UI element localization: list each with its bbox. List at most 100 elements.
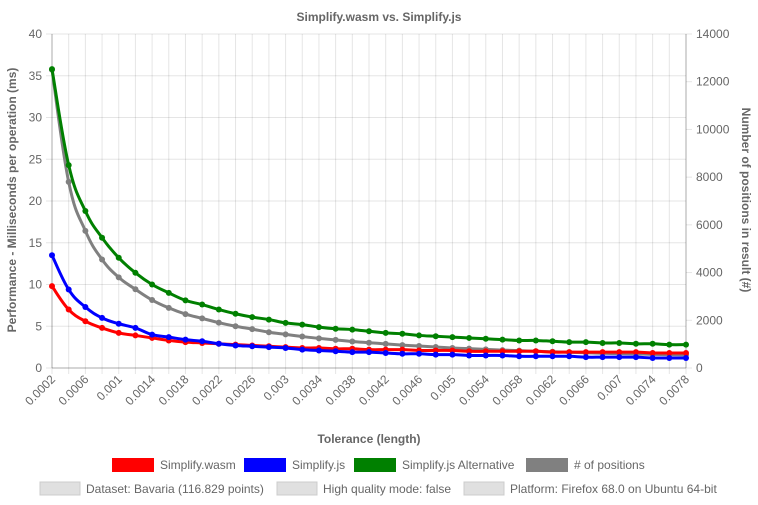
x-tick-label: 0.0038 <box>323 372 359 408</box>
y-axis-left-label: Performance - Milliseconds per operation… <box>5 68 19 333</box>
data-point <box>366 349 372 356</box>
data-point <box>332 325 339 332</box>
x-tick-label: 0.0014 <box>122 372 158 408</box>
data-point <box>532 353 539 360</box>
data-point <box>566 353 573 360</box>
data-point <box>516 348 523 355</box>
right-axis-ticks: 0 2000 4000 6000 8000 10000 12000 14000 <box>696 27 730 375</box>
data-point <box>199 315 206 322</box>
data-point <box>115 329 122 336</box>
info-swatch <box>276 481 318 496</box>
data-point <box>282 331 289 338</box>
data-point <box>265 316 272 323</box>
data-point <box>132 324 139 331</box>
data-point <box>632 349 639 356</box>
y-right-tick-label: 8000 <box>696 170 723 184</box>
y-right-tick-label: 6000 <box>696 218 723 232</box>
y-right-tick-label: 10000 <box>696 122 730 136</box>
data-point <box>149 331 156 338</box>
data-point <box>399 346 406 353</box>
data-point <box>349 326 356 333</box>
legend-item: Simplify.js <box>244 458 345 472</box>
data-point <box>683 341 689 348</box>
data-point <box>332 336 339 343</box>
data-point <box>82 304 89 311</box>
data-point <box>516 337 523 344</box>
data-point <box>649 340 656 347</box>
info-item: High quality mode: false <box>276 481 451 496</box>
data-point <box>182 311 189 318</box>
info-boxes: Dataset: Bavaria (116.829 points) High qu… <box>39 481 717 496</box>
data-point <box>82 318 89 325</box>
data-point <box>582 349 589 356</box>
x-tick-label: 0.0074 <box>623 372 659 408</box>
data-point <box>282 319 289 326</box>
data-point <box>115 320 122 327</box>
y-left-tick-label: 20 <box>29 194 43 208</box>
data-point <box>249 343 256 350</box>
y-right-tick-label: 0 <box>696 361 703 375</box>
y-right-tick-label: 12000 <box>696 75 730 89</box>
data-point <box>299 346 306 353</box>
legend-swatch <box>244 458 286 472</box>
info-label: High quality mode: false <box>323 482 451 496</box>
data-point <box>666 341 673 348</box>
y-right-tick-label: 2000 <box>696 313 723 327</box>
data-point <box>666 349 673 356</box>
data-point <box>349 338 356 345</box>
data-point <box>165 304 172 311</box>
data-point <box>616 354 623 361</box>
series-layer <box>49 66 689 361</box>
data-point <box>232 323 239 330</box>
data-point <box>282 344 289 351</box>
legend-label: # of positions <box>574 458 645 472</box>
data-point <box>549 338 556 345</box>
left-axis-ticks: 0 5 10 15 20 25 30 35 40 <box>29 27 43 375</box>
data-point <box>65 286 72 293</box>
data-point <box>532 348 539 355</box>
data-point <box>582 339 589 346</box>
data-point <box>82 208 89 215</box>
data-point <box>683 349 689 356</box>
data-point <box>499 348 506 355</box>
data-point <box>432 347 439 354</box>
legend-swatch <box>112 458 154 472</box>
y-left-tick-label: 40 <box>29 27 43 41</box>
data-point <box>349 349 356 356</box>
y-left-tick-label: 15 <box>29 236 43 250</box>
data-point <box>315 335 322 342</box>
data-point <box>165 289 172 296</box>
data-point <box>599 349 606 356</box>
data-point <box>149 297 156 304</box>
data-point <box>366 328 372 335</box>
data-point <box>416 343 423 350</box>
info-swatch <box>39 481 81 496</box>
data-point <box>382 329 389 336</box>
data-point <box>616 339 623 346</box>
data-point <box>449 347 456 354</box>
data-point <box>115 254 122 261</box>
x-tick-label: 0.0066 <box>556 372 592 408</box>
data-point <box>65 306 72 313</box>
data-point <box>232 310 239 317</box>
legend-swatch <box>354 458 396 472</box>
data-point <box>466 352 473 359</box>
data-point <box>265 329 272 336</box>
data-point <box>683 354 689 361</box>
data-point <box>449 351 456 358</box>
x-tick-label: 0.0018 <box>156 372 192 408</box>
legend-item: # of positions <box>526 458 645 472</box>
data-point <box>149 281 156 288</box>
data-point <box>132 269 139 276</box>
data-point <box>65 162 72 169</box>
info-item: Dataset: Bavaria (116.829 points) <box>39 481 264 496</box>
x-tick-label: 0.005 <box>427 372 458 403</box>
x-tick-label: 0.0046 <box>389 372 425 408</box>
data-point <box>99 314 106 321</box>
y-left-tick-label: 35 <box>29 69 43 83</box>
y-right-tick-label: 4000 <box>696 266 723 280</box>
x-tick-label: 0.0062 <box>523 372 559 408</box>
data-point <box>65 178 72 185</box>
data-point <box>499 336 506 343</box>
